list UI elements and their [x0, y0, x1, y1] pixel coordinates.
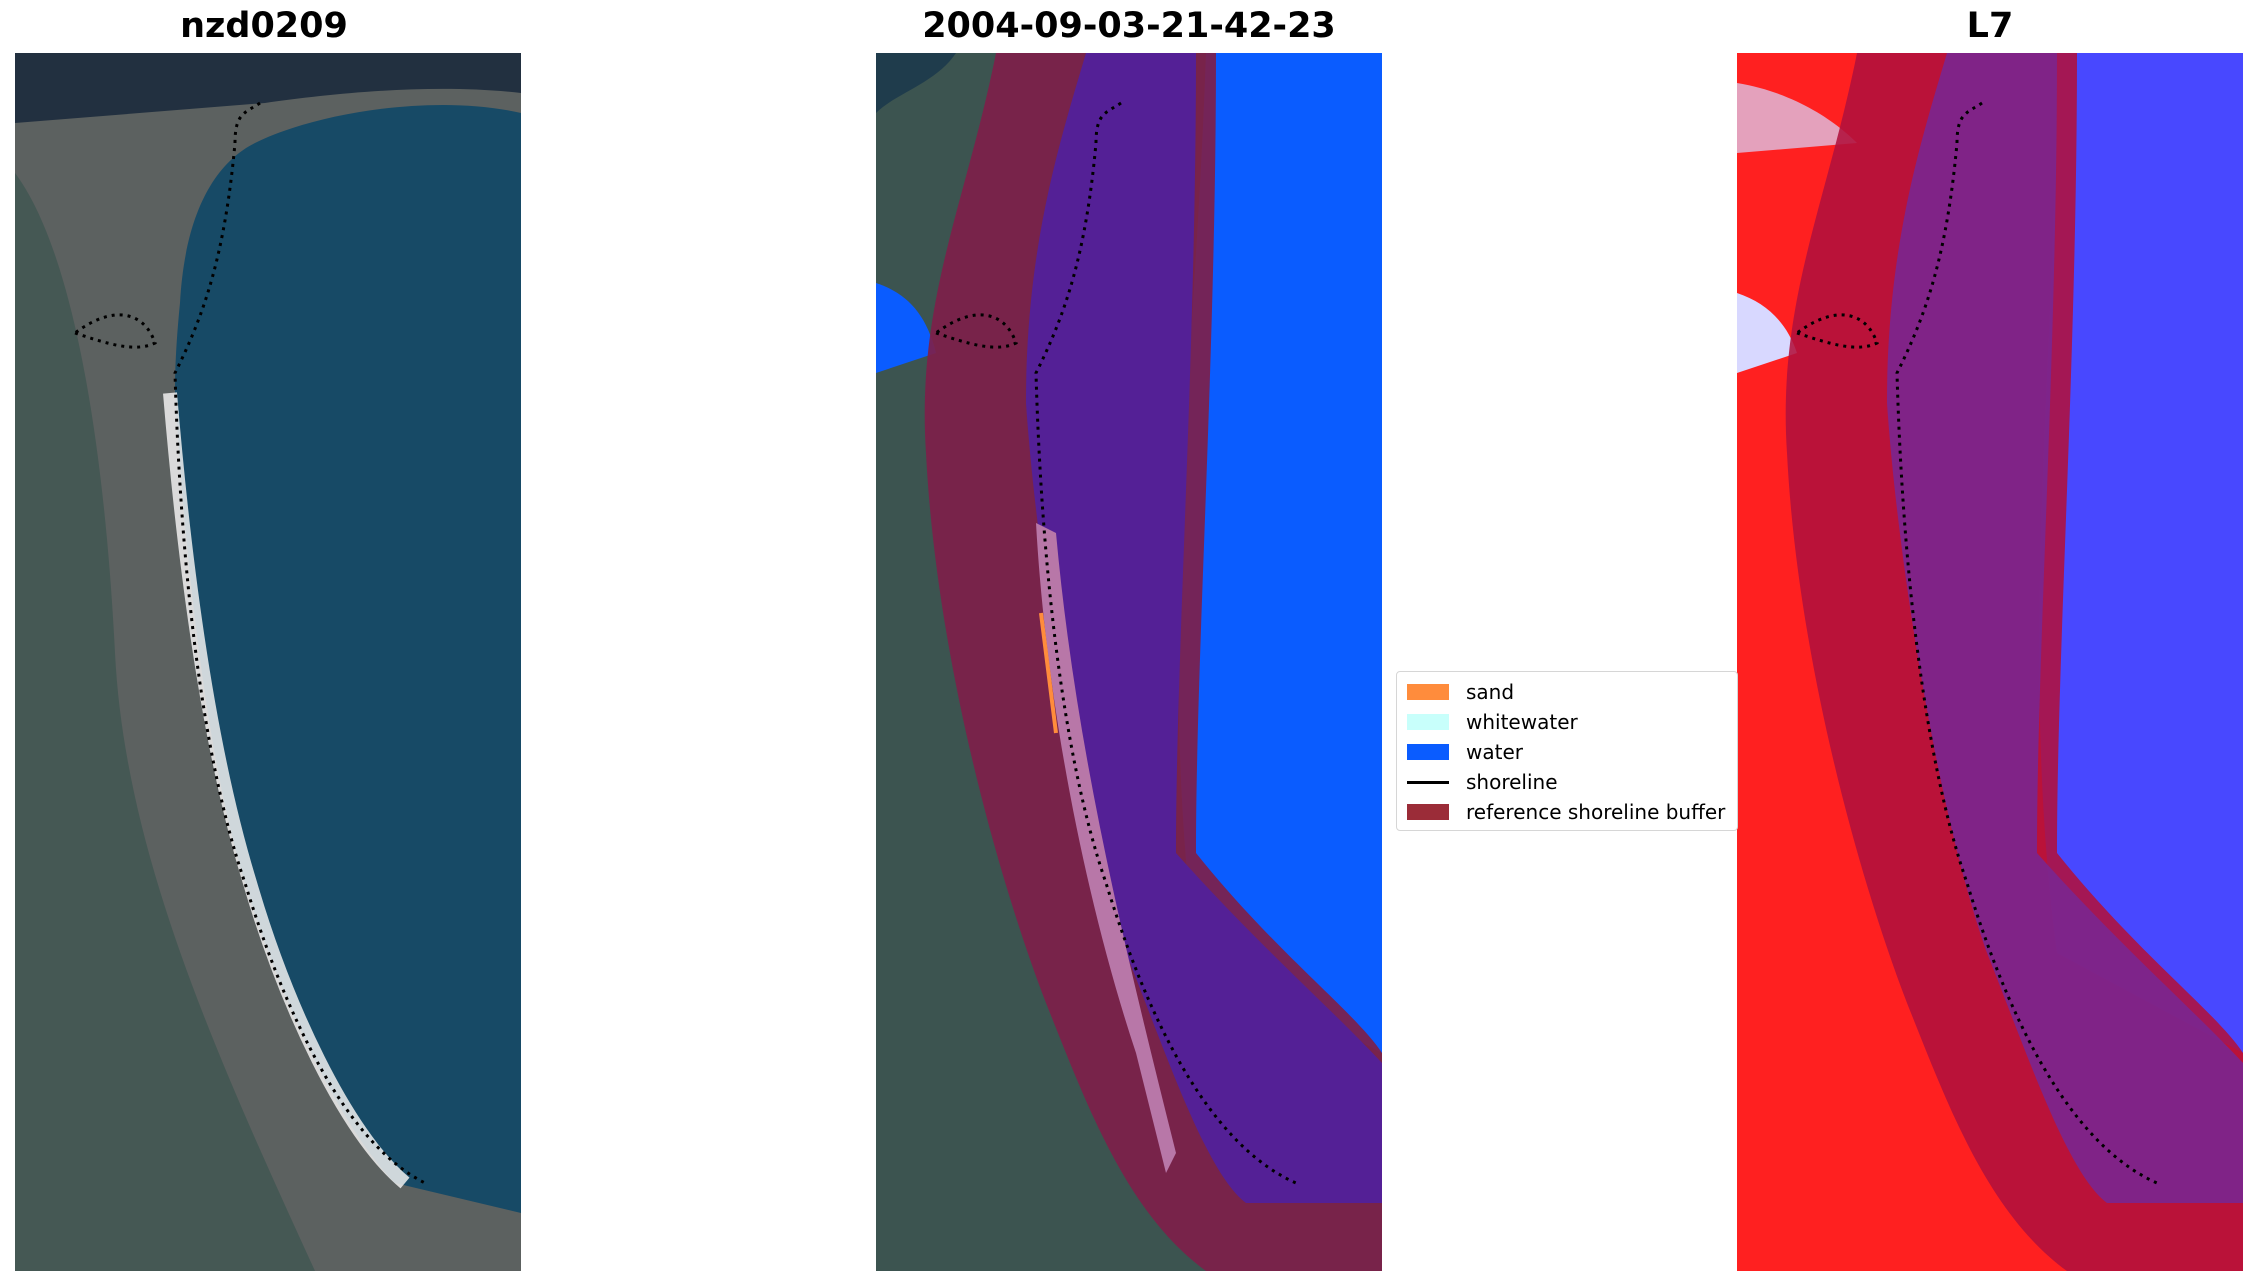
- satellite-image-panel: [15, 53, 521, 1271]
- legend-item-shoreline: shoreline: [1407, 769, 1558, 795]
- legend-swatch-water: [1407, 744, 1449, 760]
- legend-item-buffer: reference shoreline buffer: [1407, 799, 1725, 825]
- legend-swatch-sand: [1407, 684, 1449, 700]
- legend-swatch-whitewater: [1407, 714, 1449, 730]
- satellite-image: [15, 53, 521, 1271]
- classified-image-panel: [876, 53, 1382, 1271]
- legend-item-whitewater: whitewater: [1407, 709, 1578, 735]
- legend-label-water: water: [1466, 740, 1523, 764]
- legend-label-sand: sand: [1466, 680, 1515, 704]
- panel-title-satellite: nzd0209: [180, 6, 348, 46]
- index-image: [1737, 53, 2243, 1271]
- classified-image: [876, 53, 1382, 1271]
- legend-item-water: water: [1407, 739, 1523, 765]
- legend-label-buffer: reference shoreline buffer: [1466, 800, 1726, 824]
- index-image-panel: [1737, 53, 2243, 1271]
- legend-label-whitewater: whitewater: [1466, 710, 1578, 734]
- panel-title-index: L7: [1966, 6, 2014, 46]
- panel-title-classified: 2004-09-03-21-42-23: [922, 6, 1336, 46]
- legend-line-shoreline: [1407, 780, 1449, 784]
- legend-item-sand: sand: [1407, 679, 1514, 705]
- legend-swatch-buffer: [1407, 804, 1449, 820]
- legend: sand whitewater water shoreline referenc…: [1396, 671, 1738, 831]
- legend-label-shoreline: shoreline: [1466, 770, 1558, 794]
